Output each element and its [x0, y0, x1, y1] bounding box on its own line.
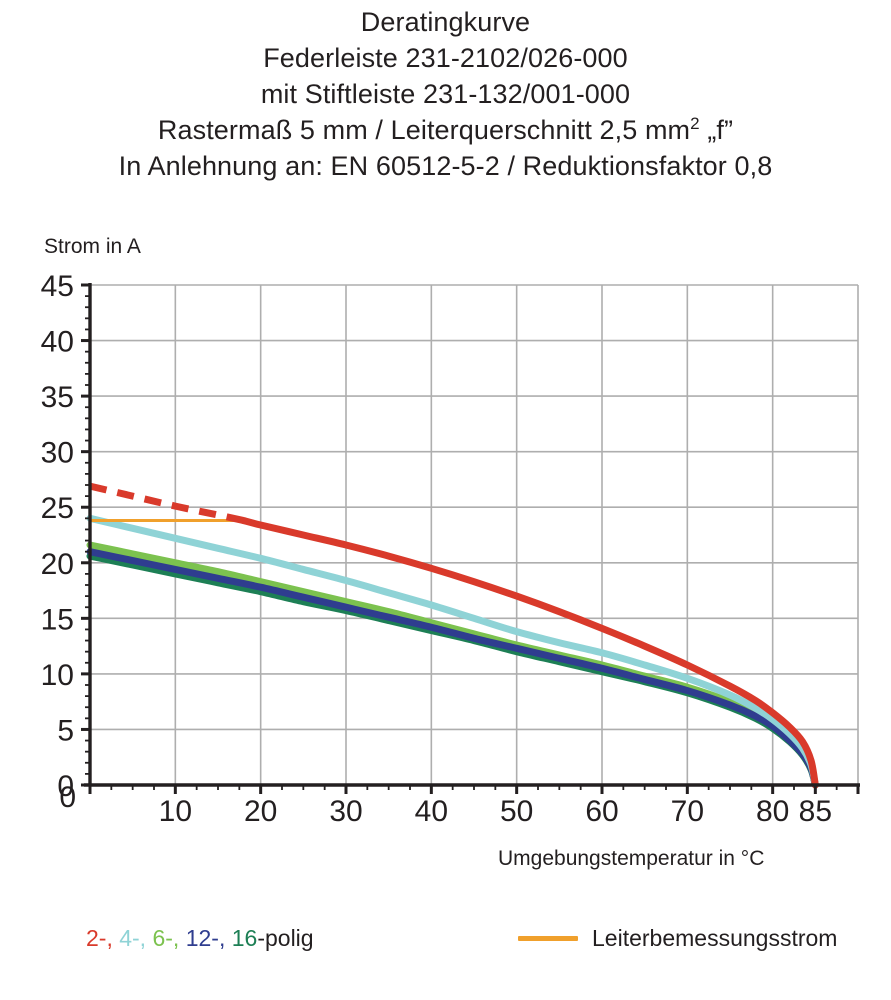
x-axis-caption: Umgebungstemperatur in °C — [498, 847, 765, 870]
title-line-4-superscript: 2 — [690, 114, 700, 133]
legend-poles: 2-, 4-, 6-, 12-, 16-polig — [86, 925, 314, 952]
series-line-2-polig-dashed — [89, 482, 245, 524]
data-series-group — [86, 482, 819, 789]
x-tick-label-20: 20 — [244, 795, 277, 828]
x-tick-label-10: 10 — [159, 795, 192, 828]
legend-poles-part-3: 12-, — [185, 925, 232, 951]
chart-title-block: Deratingkurve Federleiste 231-2102/026-0… — [0, 0, 891, 184]
legend-poles-part-0: 2-, — [86, 925, 120, 951]
legend-poles-part-2: 6-, — [152, 925, 186, 951]
title-line-4: Rastermaß 5 mm / Leiterquerschnitt 2,5 m… — [0, 112, 891, 148]
y-tick-label-10: 10 — [41, 659, 74, 692]
series-line-2-polig — [240, 517, 819, 789]
legend-poles-part-5: -polig — [257, 925, 314, 951]
x-tick-label-50: 50 — [500, 795, 533, 828]
chart-legend: 2-, 4-, 6-, 12-, 16-polig Leiterbemessun… — [0, 925, 891, 973]
x-tick-label-40: 40 — [415, 795, 448, 828]
x-tick-label-70: 70 — [671, 795, 704, 828]
y-tick-label-35: 35 — [41, 381, 74, 414]
series-line-12-polig — [86, 548, 819, 789]
legend-conductor-current: Leiterbemessungsstrom — [518, 925, 837, 952]
y-tick-label-0: 0 — [57, 770, 74, 803]
title-line-2: Federleiste 231-2102/026-000 — [263, 43, 628, 73]
axis-ticks — [81, 283, 860, 794]
legend-conductor-current-label: Leiterbemessungsstrom — [592, 925, 838, 951]
title-line-3: mit Stiftleiste 231-132/001-000 — [260, 79, 631, 109]
x-tick-label-30: 30 — [329, 795, 362, 828]
title-line-1: Deratingkurve — [360, 7, 531, 37]
y-tick-label-40: 40 — [41, 326, 74, 359]
title-line-5: In Anlehnung an: EN 60512-5-2 / Reduktio… — [118, 151, 773, 181]
axis-tick-labels: 0 5 10 15 20 25 30 35 40 45 0 10 20 30 40 50 60 70 80 85 — [41, 270, 832, 828]
y-tick-label-20: 20 — [41, 548, 74, 581]
series-line-4-polig — [86, 514, 819, 789]
y-tick-label-5: 5 — [57, 714, 74, 747]
x-tick-label-85: 85 — [799, 795, 832, 828]
y-tick-label-45: 45 — [41, 270, 74, 303]
x-tick-label-80: 80 — [756, 795, 789, 828]
legend-poles-part-1: 4-, — [119, 925, 153, 951]
title-line-4-main: Rastermaß 5 mm / Leiterquerschnitt 2,5 m… — [157, 115, 691, 145]
legend-poles-part-4: 16 — [231, 925, 258, 951]
y-tick-label-15: 15 — [41, 603, 74, 636]
y-axis-caption: Strom in A — [44, 235, 141, 258]
grid-lines — [90, 284, 859, 785]
y-tick-label-25: 25 — [41, 492, 74, 525]
y-tick-label-30: 30 — [41, 437, 74, 470]
x-tick-label-60: 60 — [585, 795, 618, 828]
legend-line-swatch — [518, 936, 578, 941]
x-tick-label-0: 0 — [59, 781, 76, 814]
title-line-4-tail: „f” — [699, 115, 734, 145]
